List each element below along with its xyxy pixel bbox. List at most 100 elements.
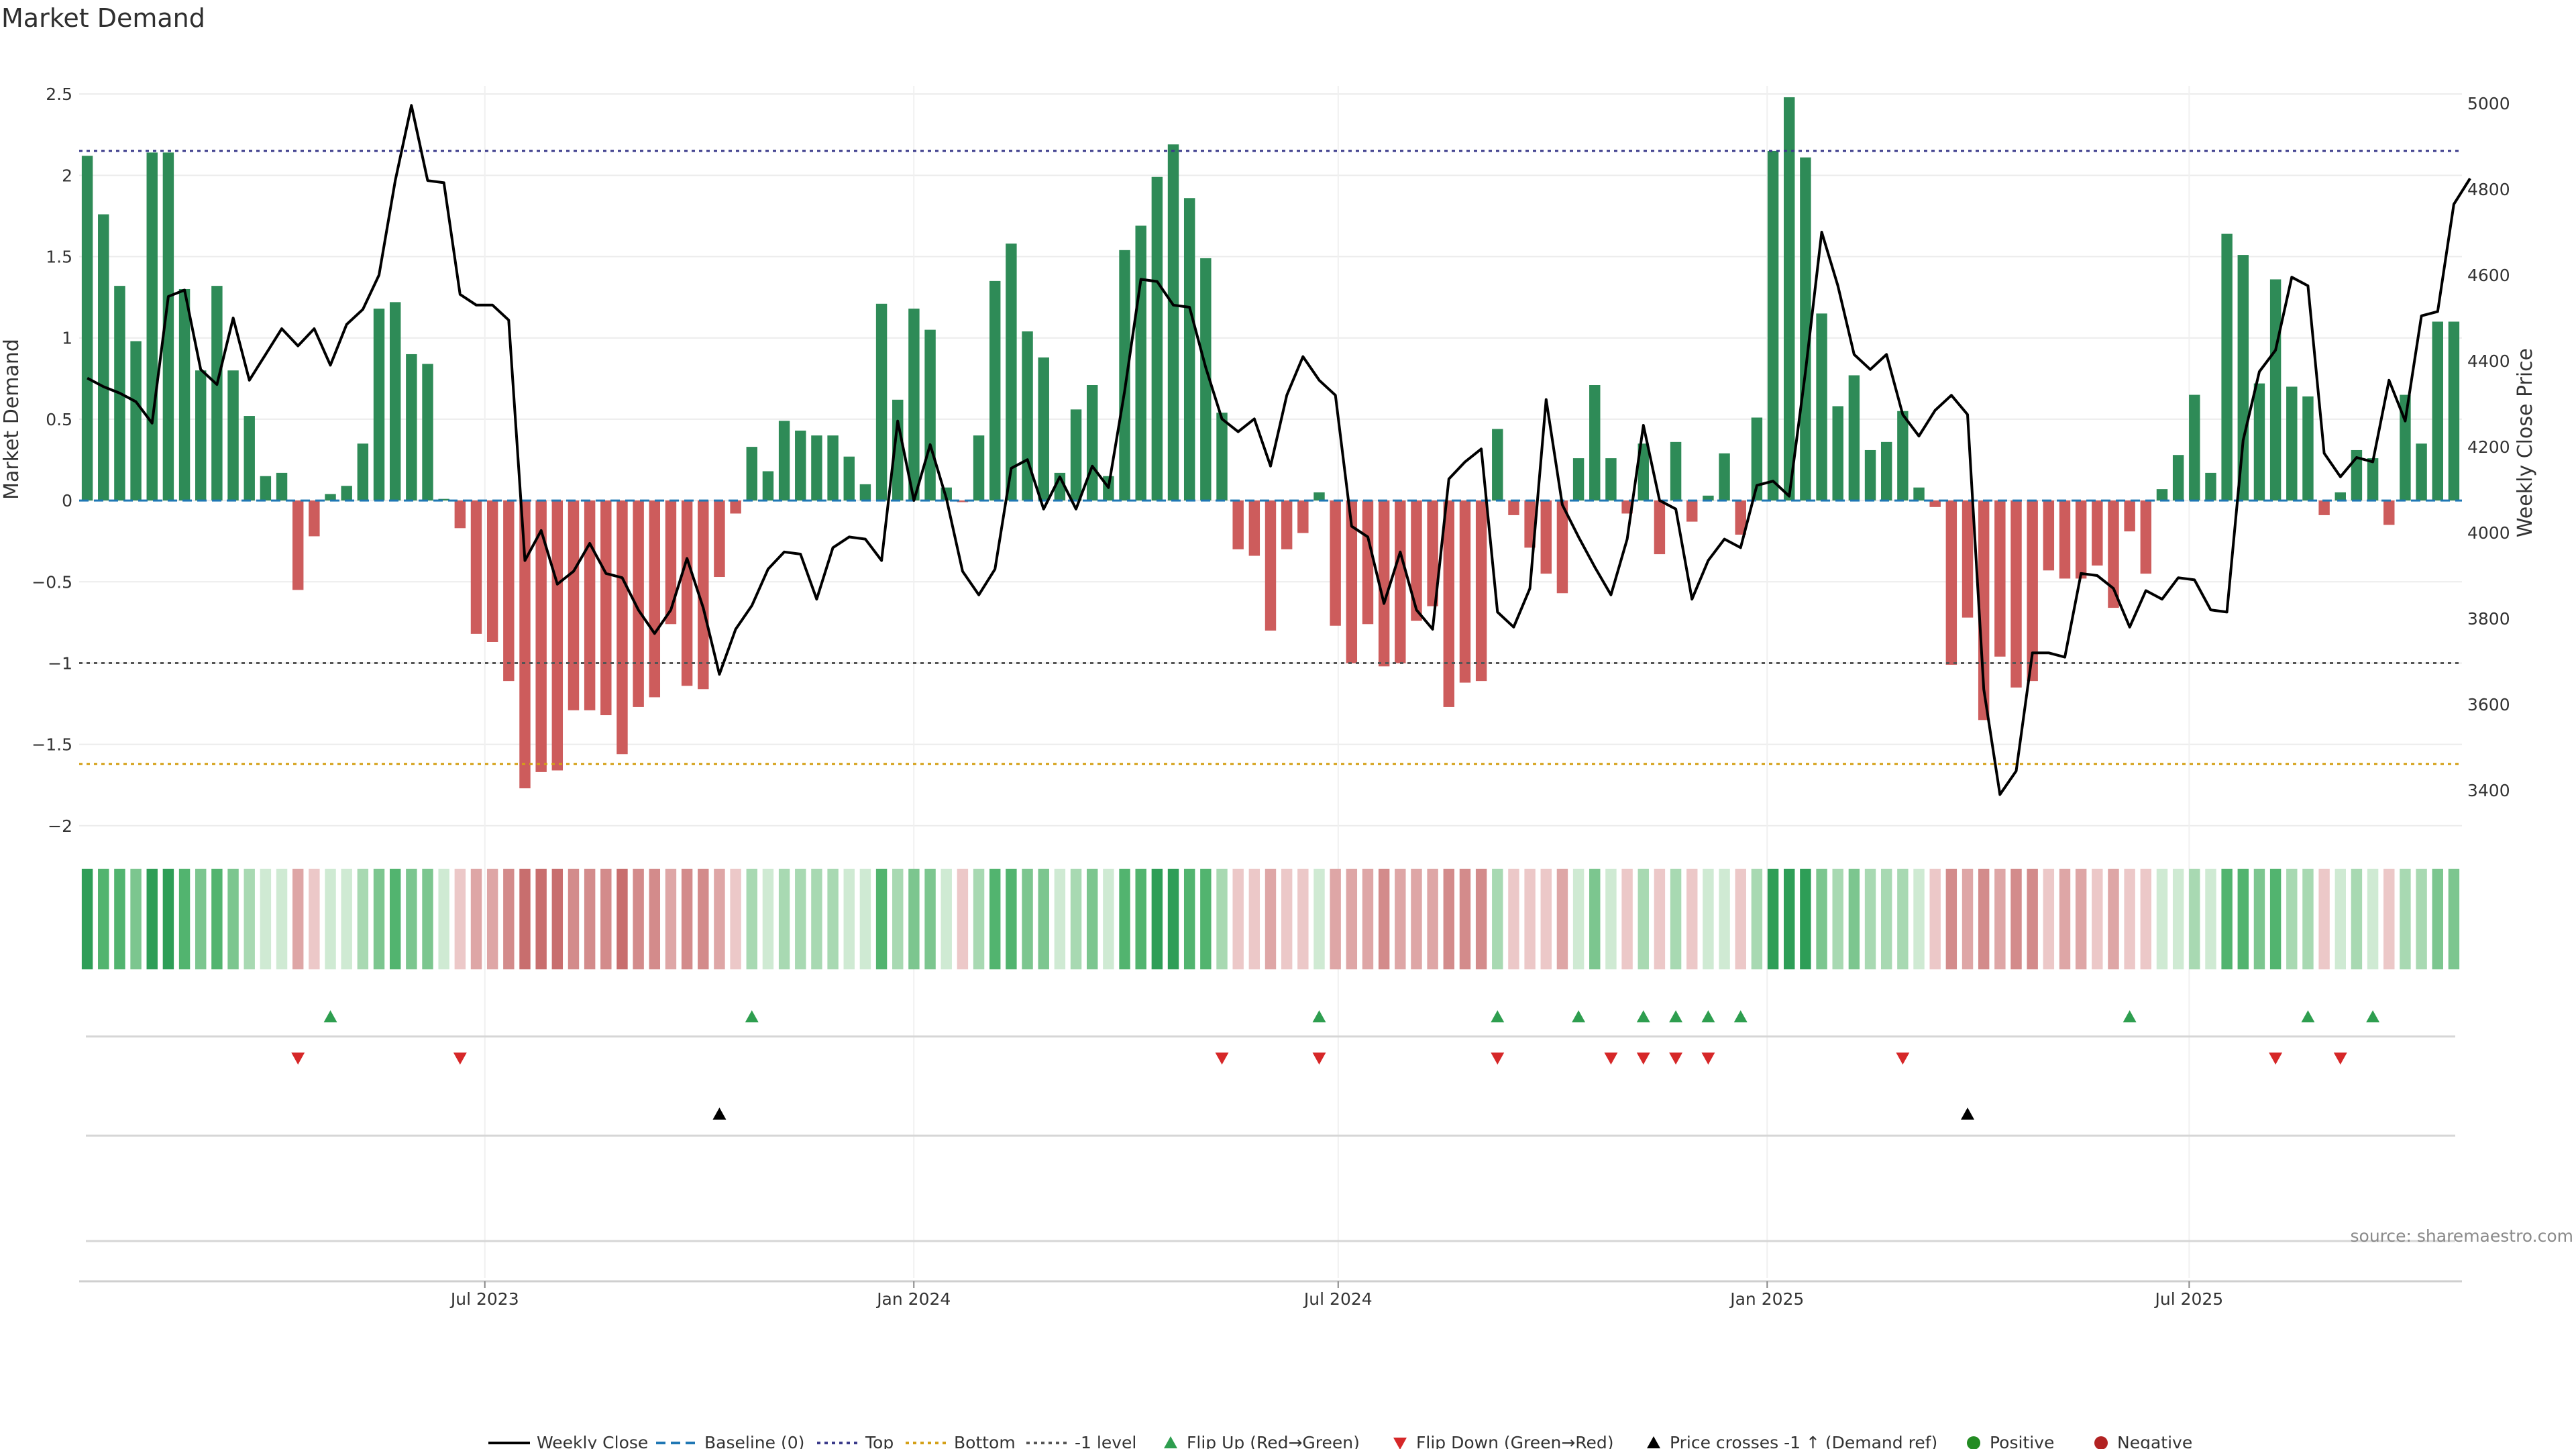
positive-bar (2205, 472, 2216, 501)
strip-cell (1492, 869, 1503, 969)
y-tick-label: −1.5 (32, 735, 72, 755)
positive-bar (2237, 255, 2249, 501)
legend-label: Flip Up (Red→Green) (1187, 1433, 1360, 1449)
strip-cell (276, 869, 288, 969)
strip-cell (260, 869, 272, 969)
negative-bar (957, 500, 969, 502)
legend: Weekly Close Baseline (0) Top Bottom -1 leve… (488, 1433, 2192, 1449)
strip-cell (908, 869, 920, 969)
positive-bar (1751, 417, 1763, 501)
price-cross-marker (712, 1108, 727, 1120)
positive-bar (1216, 413, 1228, 501)
y-tick-label: 2 (62, 166, 72, 185)
strip-cell (1054, 869, 1066, 969)
positive-bar (1006, 244, 1017, 501)
strip-cell (2302, 869, 2314, 969)
strip-cell (1459, 869, 1471, 969)
strip-cell (973, 869, 985, 969)
negative-bar (1945, 500, 1957, 665)
strip-cell (2416, 869, 2427, 969)
negative-bar (2075, 500, 2087, 579)
y2-tick-label: 3800 (2467, 609, 2510, 629)
legend-item: Bottom (906, 1433, 1016, 1449)
strip-cell (2383, 869, 2395, 969)
strip-cell (325, 869, 336, 969)
x-tick-label: Jul 2024 (1303, 1289, 1373, 1309)
flip-down-marker (1669, 1053, 1683, 1065)
negative-bar (1297, 500, 1309, 533)
flip-down-marker (1636, 1053, 1650, 1065)
flip-up-marker (2366, 1010, 2380, 1022)
legend-item: Price crosses -1 ↑ (Demand ref) (1647, 1433, 1937, 1449)
positive-bar (843, 456, 855, 501)
x-axis-ticks: Jul 2023 Jan 2024 Jul 2024 Jan 2025 Jul 2025 (449, 1281, 2223, 1309)
positive-bar (389, 302, 401, 501)
strip-cell (859, 869, 871, 969)
strip-cell (1670, 869, 1682, 969)
negative-bar (1621, 500, 1633, 514)
strip-cell (422, 869, 433, 969)
y2-tick-label: 3400 (2467, 781, 2510, 800)
negative-bar (454, 500, 466, 529)
positive-bar (1119, 250, 1130, 501)
positive-bar (1848, 375, 1860, 501)
positive-bar (1589, 385, 1601, 501)
strip-cell (1605, 869, 1617, 969)
negative-bar (551, 500, 564, 771)
strip-cell (827, 869, 839, 969)
negative-bar (1524, 500, 1536, 548)
positive-bar (438, 498, 449, 501)
demand-intensity-strip (81, 869, 2460, 969)
flip-down-marker (453, 1053, 467, 1065)
y2-tick-label: 3600 (2467, 695, 2510, 714)
strip-cell (1248, 869, 1260, 969)
negative-bar (309, 500, 320, 537)
negative-bar (535, 500, 547, 772)
strip-cell (762, 869, 774, 969)
flip-up-marker (745, 1010, 759, 1022)
strip-cell (1621, 869, 1633, 969)
positive-bar (1864, 449, 1876, 501)
positive-bar (989, 280, 1001, 501)
strip-cell (341, 869, 352, 969)
flip-up-marker (323, 1010, 337, 1022)
negative-bar (1508, 500, 1519, 515)
legend-label: Flip Down (Green→Red) (1416, 1433, 1614, 1449)
strip-cell (2108, 869, 2119, 969)
strip-cell (1508, 869, 1519, 969)
negative-bar (1281, 500, 1293, 549)
positive-bar (1638, 443, 1649, 501)
flip-up-marker (1733, 1010, 1748, 1022)
negative-bar (1735, 500, 1746, 535)
legend-item: Flip Up (Red→Green) (1164, 1433, 1360, 1449)
strip-cell (681, 869, 693, 969)
y-axis-ticks: −2 −1.5 −1 −0.5 0 0.5 1 1.5 2 2.5 (32, 85, 72, 836)
strip-cell (714, 869, 725, 969)
negative-bar (2383, 500, 2395, 525)
y2-tick-label: 4400 (2467, 352, 2510, 371)
strip-cell (1864, 869, 1876, 969)
strip-cell (1994, 869, 2006, 969)
strip-cell (746, 869, 757, 969)
negative-bar (649, 500, 661, 698)
negative-bar (2140, 500, 2152, 574)
strip-cell (1086, 869, 1098, 969)
positive-bar (1719, 453, 1730, 501)
legend-label: Positive (1990, 1433, 2054, 1449)
strip-cell (584, 869, 596, 969)
positive-bar (859, 484, 871, 501)
strip-cell (1897, 869, 1909, 969)
strip-cell (2124, 869, 2135, 969)
negative-bar (1362, 500, 1374, 625)
y-tick-label: −0.5 (32, 572, 72, 592)
strip-cell (568, 869, 580, 969)
negative-bar (1540, 500, 1552, 574)
negative-bar (1330, 500, 1341, 626)
positive-bar (2172, 455, 2184, 501)
legend-item: Weekly Close (488, 1433, 648, 1449)
positive-bar (130, 341, 142, 501)
positive-bar (1070, 409, 1082, 501)
negative-bar (1475, 500, 1487, 682)
positive-bar (1913, 487, 1925, 501)
strip-cell (1654, 869, 1666, 969)
